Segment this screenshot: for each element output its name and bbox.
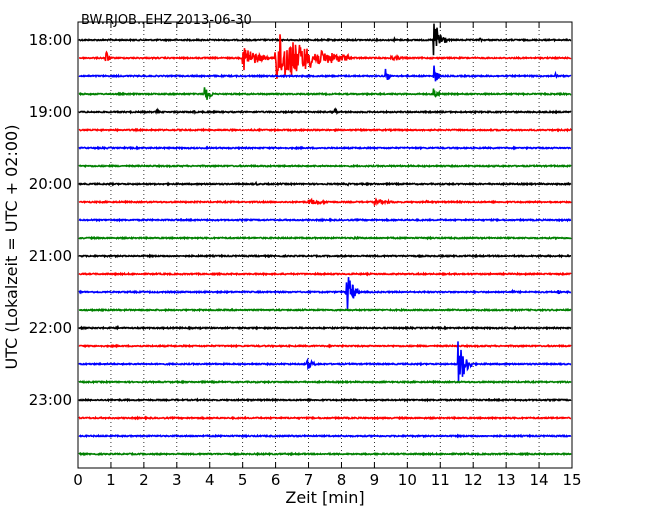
y-tick-label: 18:00 [29,31,72,49]
trace-1915 [78,127,572,133]
trace-1930 [78,145,572,151]
trace-2000 [78,180,572,187]
x-tick-label: 5 [238,471,248,489]
trace-2200 [78,324,572,331]
y-tick-label: 21:00 [29,247,72,265]
x-tick-label: 14 [530,471,549,489]
x-tick-label: 1 [106,471,116,489]
trace-2015 [78,197,572,207]
y-axis-ticks: 18:00 19:00 20:00 21:00 22:00 23:00 [29,31,84,409]
y-tick-label: 22:00 [29,319,72,337]
y-axis-label: UTC (Lokalzeit = UTC + 02:00) [2,125,21,370]
trace-2245 [78,379,572,385]
x-tick-label: 15 [562,471,581,489]
trace-2315 [78,415,572,421]
y-tick-label: 19:00 [29,103,72,121]
x-tick-label: 0 [73,471,83,489]
trace-2230 [78,341,572,382]
trace-1815 [79,34,572,79]
trace-1945 [78,163,572,169]
x-tick-label: 4 [205,471,215,489]
trace-1830 [78,65,572,82]
y-tick-label: 23:00 [29,391,72,409]
trace-2215 [78,343,572,349]
chart-title: BW.RJOB..EHZ 2013-06-30 [81,13,252,28]
plot-frame [77,21,573,469]
x-tick-label: 13 [497,471,516,489]
y-tick-label: 20:00 [29,175,72,193]
x-tick-label: 6 [271,471,281,489]
x-axis-ticks: 0 1 2 3 4 5 6 7 8 9 10 11 12 13 14 15 [73,22,582,489]
x-tick-label: 3 [172,471,182,489]
x-tick-label: 8 [337,471,347,489]
trace-1800 [78,23,572,56]
x-tick-label: 9 [370,471,380,489]
x-tick-label: 2 [139,471,149,489]
trace-2330 [78,433,572,439]
trace-1845 [78,87,572,100]
trace-2100 [78,253,571,259]
seismogram-traces [78,23,572,457]
trace-2130 [78,277,572,311]
trace-2045 [78,235,572,241]
x-tick-label: 12 [464,471,483,489]
x-axis-label: Zeit [min] [285,488,364,507]
x-tick-label: 10 [398,471,417,489]
trace-2300 [78,397,572,403]
trace-2115 [78,271,572,277]
trace-2145 [78,307,572,313]
trace-2345 [78,451,572,457]
x-tick-label: 11 [431,471,450,489]
trace-1900 [78,106,572,115]
trace-2030 [78,217,572,223]
x-tick-label: 7 [304,471,314,489]
